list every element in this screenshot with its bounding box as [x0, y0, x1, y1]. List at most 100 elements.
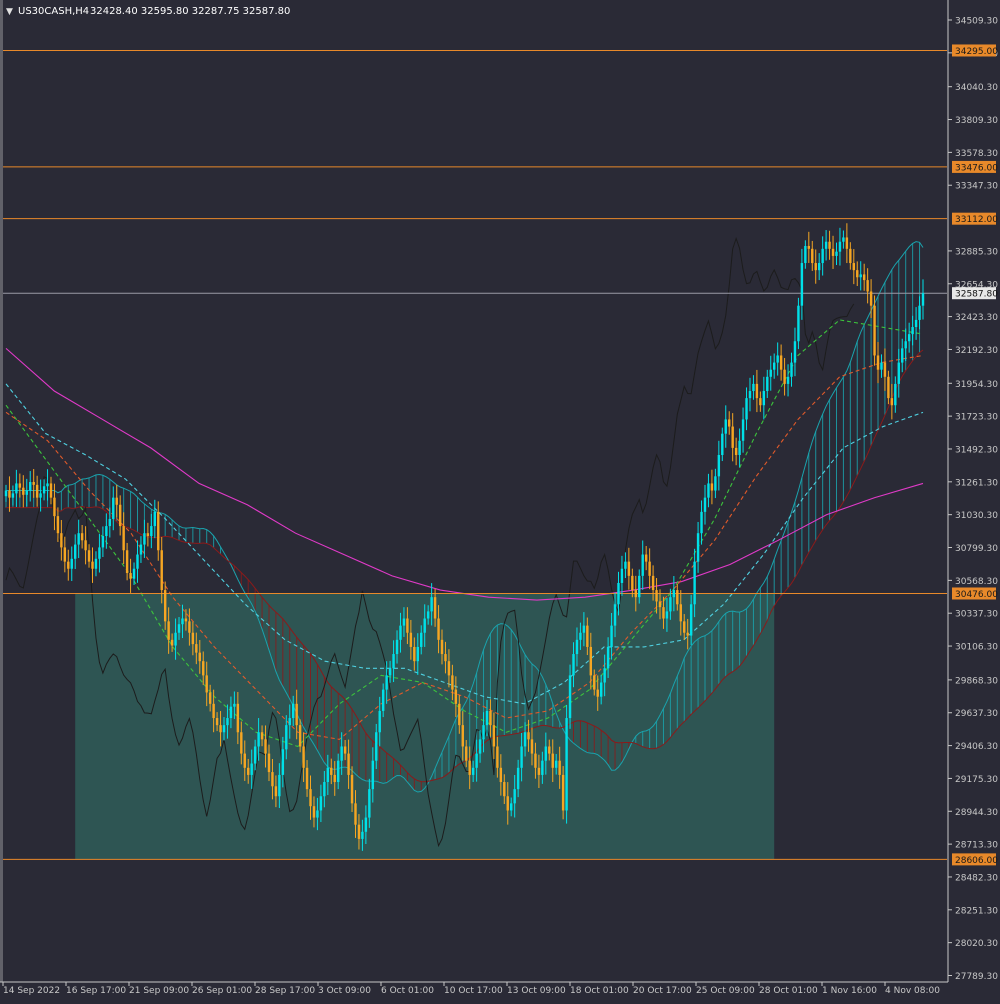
candle[interactable] [184, 609, 188, 631]
candle[interactable] [662, 596, 665, 629]
candle[interactable] [921, 279, 925, 320]
candle[interactable] [631, 568, 634, 598]
candle[interactable] [108, 507, 112, 538]
candle[interactable] [565, 704, 568, 824]
candle[interactable] [485, 699, 489, 737]
candle[interactable] [399, 612, 402, 653]
candle[interactable] [793, 327, 797, 377]
candle[interactable] [233, 691, 236, 720]
candle[interactable] [101, 526, 105, 558]
candle[interactable] [797, 297, 800, 350]
candle[interactable] [890, 383, 894, 420]
candle[interactable] [759, 391, 762, 412]
candle[interactable] [354, 790, 357, 838]
candle[interactable] [596, 675, 599, 711]
candle[interactable] [150, 513, 153, 549]
candle[interactable] [25, 478, 28, 507]
candle[interactable] [828, 230, 831, 260]
candle[interactable] [503, 774, 506, 804]
candle[interactable] [32, 468, 35, 498]
candle[interactable] [838, 227, 842, 266]
candle[interactable] [191, 621, 195, 656]
candle[interactable] [274, 775, 278, 808]
candle[interactable] [703, 484, 707, 525]
candle[interactable] [624, 552, 627, 579]
candle[interactable] [738, 428, 741, 468]
candle[interactable] [918, 296, 921, 330]
candle[interactable] [29, 471, 32, 502]
candle[interactable] [620, 555, 624, 596]
candle[interactable] [350, 766, 354, 812]
candle[interactable] [264, 725, 267, 768]
candle[interactable] [11, 485, 15, 506]
candle[interactable] [471, 760, 475, 782]
candle[interactable] [575, 627, 579, 667]
candle[interactable] [56, 507, 60, 542]
candle[interactable] [599, 674, 603, 705]
candle[interactable] [305, 760, 309, 797]
candle[interactable] [181, 604, 184, 639]
candle[interactable] [336, 753, 340, 790]
candle[interactable] [375, 723, 378, 770]
candle[interactable] [617, 571, 620, 616]
candle[interactable] [800, 248, 804, 320]
candle[interactable] [80, 524, 84, 549]
candle[interactable] [426, 605, 430, 625]
candle[interactable] [638, 569, 641, 604]
candle[interactable] [862, 263, 866, 291]
candle[interactable] [309, 775, 312, 820]
candle[interactable] [579, 622, 582, 650]
candle[interactable] [527, 719, 530, 752]
candle[interactable] [721, 427, 724, 462]
candle[interactable] [444, 641, 447, 674]
candle[interactable] [776, 342, 779, 376]
candle[interactable] [849, 242, 852, 270]
candle[interactable] [143, 519, 146, 558]
candle[interactable] [544, 732, 548, 775]
candle[interactable] [139, 536, 143, 563]
candle[interactable] [911, 315, 914, 346]
candle[interactable] [835, 242, 838, 265]
candle[interactable] [465, 739, 468, 768]
candle[interactable] [378, 696, 381, 747]
candle[interactable] [392, 640, 395, 683]
candle[interactable] [582, 612, 586, 647]
candle[interactable] [215, 712, 219, 732]
candle[interactable] [60, 520, 63, 561]
candle[interactable] [170, 633, 174, 652]
candle[interactable] [243, 740, 246, 781]
candle[interactable] [333, 761, 336, 796]
candle[interactable] [610, 612, 613, 660]
candle[interactable] [423, 604, 426, 647]
candle[interactable] [416, 633, 419, 675]
candle[interactable] [312, 796, 316, 828]
candle[interactable] [388, 660, 392, 683]
candle[interactable] [413, 637, 416, 671]
candle[interactable] [4, 484, 8, 502]
candle[interactable] [84, 526, 87, 565]
candle[interactable] [202, 651, 205, 686]
candle[interactable] [361, 819, 364, 851]
candle[interactable] [157, 501, 160, 561]
candle[interactable] [894, 376, 897, 413]
candle[interactable] [364, 805, 368, 845]
candle[interactable] [257, 718, 260, 761]
candle[interactable] [873, 295, 876, 366]
candle[interactable] [762, 376, 766, 420]
candle[interactable] [105, 513, 108, 549]
candle[interactable] [420, 625, 423, 655]
candle[interactable] [783, 358, 786, 396]
candle[interactable] [572, 642, 575, 688]
candle[interactable] [748, 377, 752, 412]
candle[interactable] [94, 551, 98, 577]
candle[interactable] [409, 619, 413, 660]
candle[interactable] [437, 605, 440, 654]
candle[interactable] [914, 307, 918, 340]
candle[interactable] [49, 476, 53, 505]
candle[interactable] [755, 369, 759, 413]
candle[interactable] [125, 542, 129, 581]
candle[interactable] [478, 730, 482, 763]
candle[interactable] [534, 742, 537, 779]
candle[interactable] [651, 565, 655, 601]
candle[interactable] [53, 483, 56, 531]
